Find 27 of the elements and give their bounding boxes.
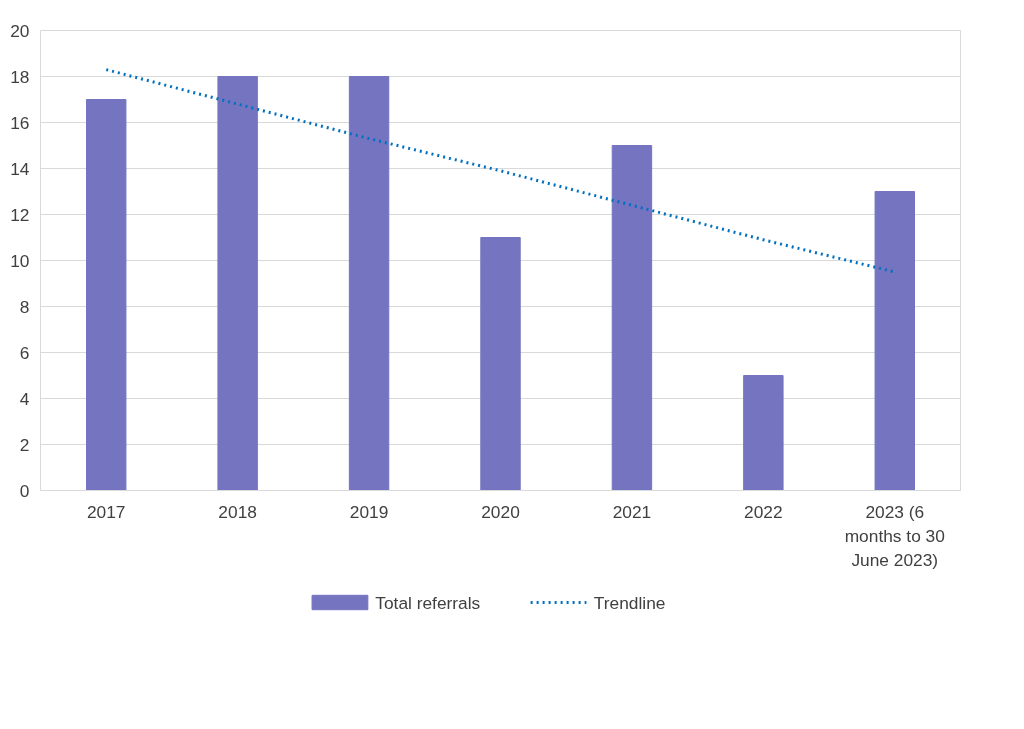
bar xyxy=(743,375,784,491)
x-tick-label: 2021 xyxy=(612,501,652,522)
y-tick-label: 16 xyxy=(10,112,30,133)
x-tick-label: 2023 (6 months to 30 June 2023) xyxy=(844,501,945,570)
x-tick-label: 2019 xyxy=(349,501,389,522)
y-tick-label: 4 xyxy=(19,388,30,409)
y-tick-label: 8 xyxy=(19,296,30,317)
y-tick-label: 18 xyxy=(10,66,30,87)
x-tick-label: 2022 xyxy=(744,501,783,522)
y-tick-label: 20 xyxy=(10,20,30,41)
bar xyxy=(611,145,653,491)
y-tick-label: 14 xyxy=(10,158,30,179)
y-tick-label: 2 xyxy=(19,434,30,455)
legend-label: Total referrals xyxy=(375,592,481,613)
x-tick-label: 2018 xyxy=(218,501,257,522)
x-tick-label: 2020 xyxy=(481,501,520,522)
bar xyxy=(86,99,127,491)
y-tick-label: 10 xyxy=(10,250,30,271)
bar xyxy=(480,237,521,491)
bar xyxy=(874,191,915,491)
y-tick-label: 0 xyxy=(19,480,30,501)
y-tick-label: 6 xyxy=(19,342,30,363)
bar xyxy=(217,76,258,491)
y-tick-label: 12 xyxy=(10,204,30,225)
x-tick-label: 2017 xyxy=(86,501,126,522)
bar xyxy=(348,76,390,491)
legend-label: Trendline xyxy=(593,592,666,613)
